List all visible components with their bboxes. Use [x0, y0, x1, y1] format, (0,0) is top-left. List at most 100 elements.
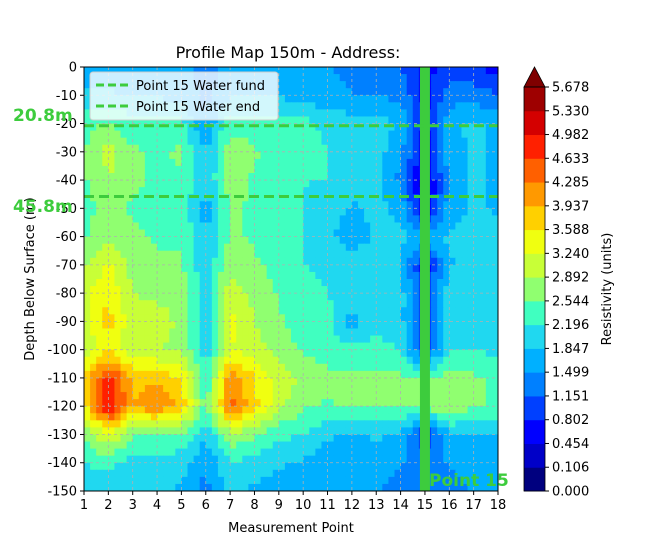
heatmap-cell	[248, 271, 256, 280]
heatmap-cell	[309, 434, 316, 443]
heatmap-cell	[412, 194, 420, 202]
heatmap-cell	[309, 271, 316, 280]
heatmap-cell	[412, 342, 420, 351]
heatmap-cell	[364, 370, 371, 379]
heatmap-cell	[230, 243, 237, 252]
heatmap-cell	[175, 462, 183, 471]
heatmap-cell	[187, 434, 195, 443]
heatmap-cell	[181, 427, 189, 436]
heatmap-cell	[321, 349, 329, 358]
heatmap-cell	[150, 194, 158, 202]
heatmap-cell	[260, 144, 268, 153]
heatmap-cell	[431, 356, 438, 365]
heatmap-cell	[254, 137, 262, 146]
heatmap-cell	[150, 130, 158, 139]
heatmap-cell	[108, 293, 116, 301]
heatmap-cell	[376, 413, 383, 421]
heatmap-cell	[479, 173, 487, 181]
heatmap-cell	[321, 81, 329, 89]
heatmap-cell	[291, 392, 298, 400]
heatmap-cell	[303, 363, 310, 372]
heatmap-cell	[181, 279, 189, 287]
heatmap-cell	[443, 363, 450, 372]
heatmap-cell	[248, 377, 256, 386]
heatmap-cell	[230, 215, 237, 224]
y-tick-label: -50	[56, 202, 77, 217]
heatmap-cell	[485, 286, 493, 294]
heatmap-cell	[333, 469, 341, 478]
heatmap-cell	[175, 420, 183, 428]
heatmap-cell	[485, 88, 493, 96]
heatmap-cell	[90, 229, 97, 238]
heatmap-cell	[388, 194, 396, 202]
heatmap-cell	[364, 349, 371, 358]
heatmap-cell	[211, 222, 219, 231]
heatmap-cell	[144, 314, 152, 322]
heatmap-cell	[144, 236, 152, 245]
heatmap-cell	[102, 257, 109, 266]
heatmap-cell	[485, 173, 493, 181]
heatmap-cell	[169, 286, 176, 294]
heatmap-cell	[443, 137, 450, 146]
heatmap-cell	[364, 88, 371, 96]
heatmap-cell	[406, 363, 414, 372]
heatmap-cell	[309, 342, 316, 351]
heatmap-cell	[339, 81, 347, 89]
heatmap-cell	[217, 243, 225, 252]
heatmap-cell	[479, 413, 487, 421]
heatmap-cell	[370, 109, 377, 118]
heatmap-cell	[199, 222, 207, 231]
heatmap-cell	[120, 370, 128, 379]
heatmap-cell	[449, 420, 456, 428]
heatmap-cell	[278, 194, 286, 202]
heatmap-cell	[108, 427, 116, 436]
heatmap-cell	[309, 187, 316, 195]
heatmap-cell	[211, 335, 219, 344]
heatmap-cell	[224, 335, 231, 344]
heatmap-cell	[297, 363, 304, 372]
heatmap-cell	[224, 441, 231, 450]
heatmap-cell	[291, 187, 298, 195]
heatmap-cell	[163, 385, 170, 393]
heatmap-cell	[321, 307, 329, 315]
heatmap-cell	[443, 279, 450, 287]
heatmap-cell	[376, 229, 383, 238]
heatmap-cell	[291, 271, 298, 280]
heatmap-cell	[376, 180, 383, 188]
heatmap-cell	[376, 187, 383, 195]
heatmap-cell	[84, 236, 91, 245]
heatmap-cell	[217, 392, 225, 400]
heatmap-cell	[120, 455, 128, 464]
heatmap-cell	[102, 413, 109, 421]
heatmap-cell	[193, 286, 201, 294]
heatmap-cell	[345, 335, 353, 344]
heatmap-cell	[278, 123, 286, 132]
heatmap-cell	[150, 229, 158, 238]
heatmap-cell	[455, 201, 463, 209]
heatmap-cell	[303, 462, 310, 471]
heatmap-cell	[431, 392, 438, 400]
heatmap-cell	[193, 130, 201, 139]
heatmap-cell	[297, 173, 304, 181]
heatmap-cell	[479, 257, 487, 266]
heatmap-cell	[315, 363, 323, 372]
heatmap-cell	[114, 180, 122, 188]
heatmap-cell	[339, 413, 347, 421]
heatmap-cell	[187, 420, 195, 428]
heatmap-cell	[242, 455, 249, 464]
heatmap-cell	[224, 158, 231, 167]
heatmap-cell	[406, 293, 414, 301]
heatmap-cell	[315, 420, 323, 428]
heatmap-cell	[473, 441, 481, 450]
heatmap-cell	[333, 173, 341, 181]
heatmap-cell	[102, 420, 109, 428]
heatmap-cell	[205, 201, 213, 209]
heatmap-cell	[144, 201, 152, 209]
heatmap-cell	[394, 363, 402, 372]
heatmap-cell	[199, 448, 207, 457]
heatmap-cell	[96, 250, 103, 259]
heatmap-cell	[126, 399, 134, 407]
heatmap-cell	[236, 173, 243, 181]
heatmap-cell	[455, 187, 463, 195]
heatmap-cell	[96, 187, 103, 195]
